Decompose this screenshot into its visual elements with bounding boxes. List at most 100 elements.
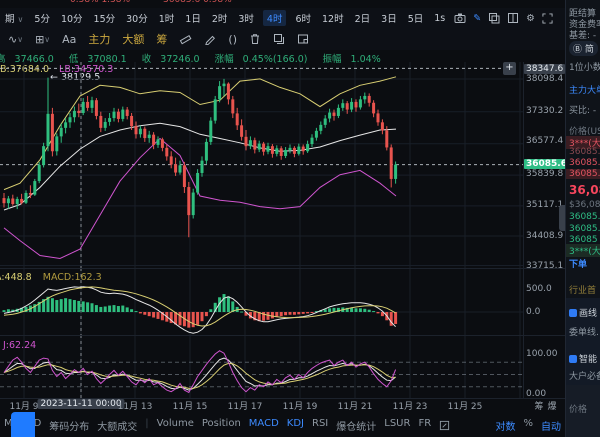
ohlc-change: 0.45%(166.0) (242, 54, 308, 65)
price-axis-label: 38098.4 (526, 74, 564, 84)
price-axis-label: 100.00 (526, 349, 558, 359)
pen-tool-icon[interactable] (204, 33, 216, 45)
macd-pane[interactable] (0, 268, 523, 335)
sidebar-row[interactable]: 基差: - (569, 31, 597, 41)
timeframe-item[interactable]: 10分 (60, 14, 83, 25)
sidebar-row[interactable]: 3***(大 (566, 136, 600, 149)
sidebar-row[interactable]: 3***(大 (566, 244, 600, 257)
drawing-toolbar: ∿ ∨ ⊞ ∨ Aa 主力 大额 筹 () (0, 28, 573, 50)
sidebar-collapse-handle[interactable] (559, 205, 565, 231)
sidebar-row[interactable]: 36085. (569, 147, 600, 157)
sidebar-row[interactable]: 1位小数 (569, 63, 600, 73)
pane-separator[interactable] (0, 335, 565, 336)
ohlc-amplitude: 1.04% (350, 54, 381, 65)
sidebar-row[interactable]: 大户必备 (569, 372, 600, 382)
timeframe-item[interactable]: 4时 (262, 10, 287, 26)
ohlc-info: 高 37466.0 低 37080.1 收 37246.0 涨幅 0.45%(1… (0, 54, 381, 65)
sidebar-row[interactable]: 价格(US (569, 127, 600, 137)
camera-icon[interactable] (454, 12, 466, 24)
sidebar-row[interactable]: $36,085 (569, 200, 600, 210)
chevron-down-icon: ∨ (44, 34, 51, 44)
date-tick: 11月 15 (172, 402, 208, 412)
price-axis[interactable]: 38347.6 38098.4 37330.2 36577.4 36085.6 35839… (523, 0, 569, 437)
timeframe-item[interactable]: 2日 (354, 14, 371, 25)
sidebar-row[interactable]: 36085. (569, 212, 600, 222)
text-tool[interactable]: Aa (62, 32, 77, 46)
indicator-item[interactable]: MACD (248, 417, 279, 429)
add-alert-button[interactable]: + (503, 62, 516, 75)
indicator-item[interactable]: LSUR (384, 417, 411, 429)
timeframe-item[interactable]: 3日 (381, 14, 397, 25)
scale-option[interactable]: 自动 (541, 421, 561, 433)
indicator-item[interactable]: 筹码分布 (49, 421, 90, 433)
timeframe-item[interactable]: 3时 (238, 14, 254, 25)
sidebar-row[interactable]: 36,08 (569, 183, 600, 197)
boll-mb: B:37684.0 (0, 64, 50, 75)
scale-option[interactable]: 对数 (495, 421, 516, 433)
indicator-item[interactable]: Position (201, 417, 241, 429)
sidebar-row[interactable]: 36085. (566, 169, 600, 179)
compare-icon[interactable] (488, 12, 500, 24)
brackets-tool-icon[interactable]: () (228, 32, 238, 46)
timeframe-item[interactable]: 30分 (126, 14, 148, 25)
sidebar-row[interactable]: 下单 (569, 260, 588, 270)
timeframe-item[interactable]: 5日 (407, 14, 424, 25)
timeframe-item[interactable]: 1日 (185, 14, 201, 25)
timeframe-item[interactable]: 15分 (93, 14, 116, 25)
timeframe-item[interactable]: 1时 (158, 14, 175, 25)
sidebar-row[interactable]: Ⓑ 简 (569, 41, 598, 56)
large-orders-tool[interactable]: 大额 (122, 33, 145, 46)
timeframe-item[interactable]: 6时 (295, 14, 312, 25)
sidebar-row[interactable]: 36085. (569, 224, 600, 234)
fullscreen-icon[interactable] (542, 12, 553, 24)
sidebar-row[interactable]: 价格 (569, 405, 588, 415)
period-dropdown[interactable]: 期 ∨ (5, 14, 24, 25)
main-force-tool[interactable]: 主力 (88, 33, 111, 46)
indicator-item[interactable]: 大额成交 (97, 421, 138, 433)
timeframe-item[interactable]: 5分 (34, 14, 50, 25)
buy-button[interactable] (11, 412, 35, 437)
sidebar-row[interactable]: 智能 (569, 352, 597, 365)
sidebar-row[interactable]: 委单线. (569, 328, 599, 338)
sidebar-row[interactable]: 36085 (569, 235, 598, 245)
chevron-down-icon: ∨ (17, 15, 24, 24)
indicator-item[interactable]: KDJ (286, 417, 304, 429)
timeframe-item[interactable]: 12时 (322, 14, 344, 25)
sidebar-row[interactable]: 画线 (569, 306, 597, 319)
ohlc-low: 37080.1 (87, 54, 127, 65)
sidebar-row[interactable]: 资金费率 (569, 20, 600, 30)
scale-option[interactable]: % (523, 417, 533, 429)
timeframe-item[interactable]: 2时 (211, 14, 228, 25)
price-axis-label: 36085.6 (524, 159, 569, 169)
price-axis-label: 35839.8 (526, 169, 564, 179)
sidebar-row[interactable]: 主力大单 (569, 86, 600, 96)
settings-gear-icon[interactable]: ⚙ (526, 12, 535, 24)
seconds-toggle[interactable]: 1s (434, 12, 446, 24)
sidebar-row[interactable]: 行业首 (569, 286, 597, 296)
boll-values: B:37684.0 LB:34570.3 (0, 64, 113, 75)
indicator-item[interactable]: | (145, 417, 149, 429)
indicator-item[interactable]: 爆仓统计 (336, 421, 377, 433)
main-candle-chart[interactable] (0, 62, 523, 268)
note-image-icon[interactable] (297, 33, 309, 45)
copy-icon[interactable] (273, 33, 285, 45)
kdj-pane[interactable] (0, 335, 523, 398)
indicator-item[interactable]: RSI (312, 417, 329, 429)
pane-separator[interactable] (0, 268, 565, 269)
sidebar-row[interactable]: 买比: - (569, 106, 597, 116)
sidebar-row[interactable]: 距结算 (569, 9, 597, 19)
candle-style-icon[interactable]: ∿ ∨ (8, 32, 24, 46)
sidebar-row[interactable]: 36085. (569, 158, 600, 168)
date-axis[interactable]: 11月 9 2023-11-11 00:00 11月 13 11月 15 11月 17 1… (0, 398, 565, 412)
indicator-item[interactable]: FR (418, 417, 432, 429)
indicator-toolbar: MATD筹码分布大额成交|VolumePositionMACDKDJRSI爆仓统… (0, 413, 569, 437)
trash-icon[interactable] (249, 33, 261, 45)
draw-pencil-icon[interactable]: ✎ (473, 12, 482, 24)
ruler-tool-icon[interactable] (179, 33, 192, 45)
indicator-template-icon[interactable]: ⊞ ∨ (35, 32, 51, 46)
price-axis-label: 33715.1 (526, 261, 564, 271)
indicator-item[interactable]: Volume (156, 417, 194, 429)
layout-icon[interactable] (507, 12, 519, 24)
chips-tool[interactable]: 筹 (156, 33, 168, 46)
edit-indicators-icon[interactable] (439, 420, 450, 431)
